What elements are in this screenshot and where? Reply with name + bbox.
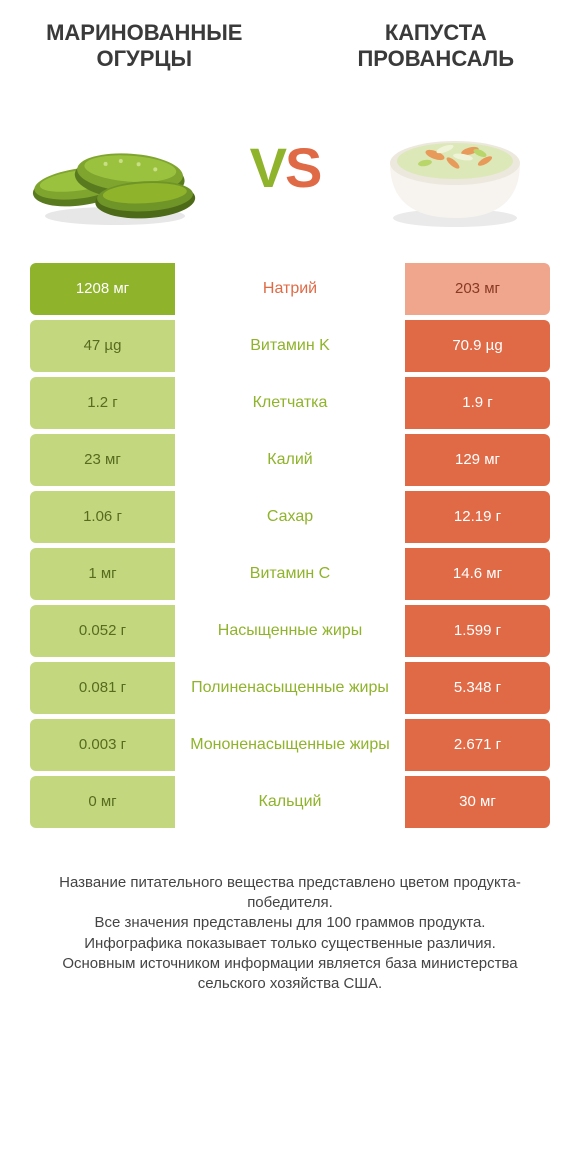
- left-value-cell: 0.003 г: [30, 719, 175, 771]
- right-value-cell: 70.9 µg: [405, 320, 550, 372]
- left-value-cell: 0.081 г: [30, 662, 175, 714]
- nutrient-label: Сахар: [175, 491, 405, 543]
- nutrient-label: Клетчатка: [175, 377, 405, 429]
- left-value-cell: 1.2 г: [30, 377, 175, 429]
- right-value-cell: 30 мг: [405, 776, 550, 828]
- right-value-cell: 12.19 г: [405, 491, 550, 543]
- footer-line: Название питательного вещества представл…: [30, 873, 550, 914]
- vs-s: S: [285, 136, 320, 199]
- table-row: 0.081 гПолиненасыщенные жиры5.348 г: [30, 662, 550, 714]
- nutrient-label: Витамин K: [175, 320, 405, 372]
- right-value-cell: 203 мг: [405, 263, 550, 315]
- vs-label: VS: [250, 135, 321, 200]
- left-product-title: МАРИНОВАННЫЕ ОГУРЦЫ: [25, 20, 264, 73]
- footer-line: Основным источником информации является …: [30, 954, 550, 995]
- nutrient-label: Кальций: [175, 776, 405, 828]
- nutrient-label: Мононенасыщенные жиры: [175, 719, 405, 771]
- nutrient-label: Витамин C: [175, 548, 405, 600]
- right-value-cell: 14.6 мг: [405, 548, 550, 600]
- header: МАРИНОВАННЫЕ ОГУРЦЫ КАПУСТА ПРОВАНСАЛЬ: [0, 0, 580, 83]
- nutrient-label: Натрий: [175, 263, 405, 315]
- table-row: 0 мгКальций30 мг: [30, 776, 550, 828]
- table-row: 23 мгКалий129 мг: [30, 434, 550, 486]
- nutrient-label: Полиненасыщенные жиры: [175, 662, 405, 714]
- left-value-cell: 1 мг: [30, 548, 175, 600]
- right-value-cell: 1.599 г: [405, 605, 550, 657]
- images-row: VS: [0, 83, 580, 263]
- pickles-icon: [30, 103, 200, 233]
- table-row: 1 мгВитамин C14.6 мг: [30, 548, 550, 600]
- right-value-cell: 2.671 г: [405, 719, 550, 771]
- footer-notes: Название питательного вещества представл…: [0, 833, 580, 995]
- left-value-cell: 0 мг: [30, 776, 175, 828]
- left-value-cell: 0.052 г: [30, 605, 175, 657]
- left-value-cell: 23 мг: [30, 434, 175, 486]
- coleslaw-icon: [370, 103, 540, 233]
- left-value-cell: 47 µg: [30, 320, 175, 372]
- right-value-cell: 5.348 г: [405, 662, 550, 714]
- table-row: 1208 мгНатрий203 мг: [30, 263, 550, 315]
- right-value-cell: 1.9 г: [405, 377, 550, 429]
- right-value-cell: 129 мг: [405, 434, 550, 486]
- table-row: 47 µgВитамин K70.9 µg: [30, 320, 550, 372]
- right-product-title: КАПУСТА ПРОВАНСАЛЬ: [317, 20, 556, 73]
- comparison-table: 1208 мгНатрий203 мг47 µgВитамин K70.9 µg…: [0, 263, 580, 828]
- footer-line: Все значения представлены для 100 граммо…: [30, 913, 550, 933]
- left-value-cell: 1.06 г: [30, 491, 175, 543]
- nutrient-label: Насыщенные жиры: [175, 605, 405, 657]
- table-row: 1.06 гСахар12.19 г: [30, 491, 550, 543]
- footer-line: Инфографика показывает только существенн…: [30, 934, 550, 954]
- table-row: 1.2 гКлетчатка1.9 г: [30, 377, 550, 429]
- table-row: 0.052 гНасыщенные жиры1.599 г: [30, 605, 550, 657]
- vs-v: V: [250, 136, 285, 199]
- table-row: 0.003 гМононенасыщенные жиры2.671 г: [30, 719, 550, 771]
- nutrient-label: Калий: [175, 434, 405, 486]
- left-value-cell: 1208 мг: [30, 263, 175, 315]
